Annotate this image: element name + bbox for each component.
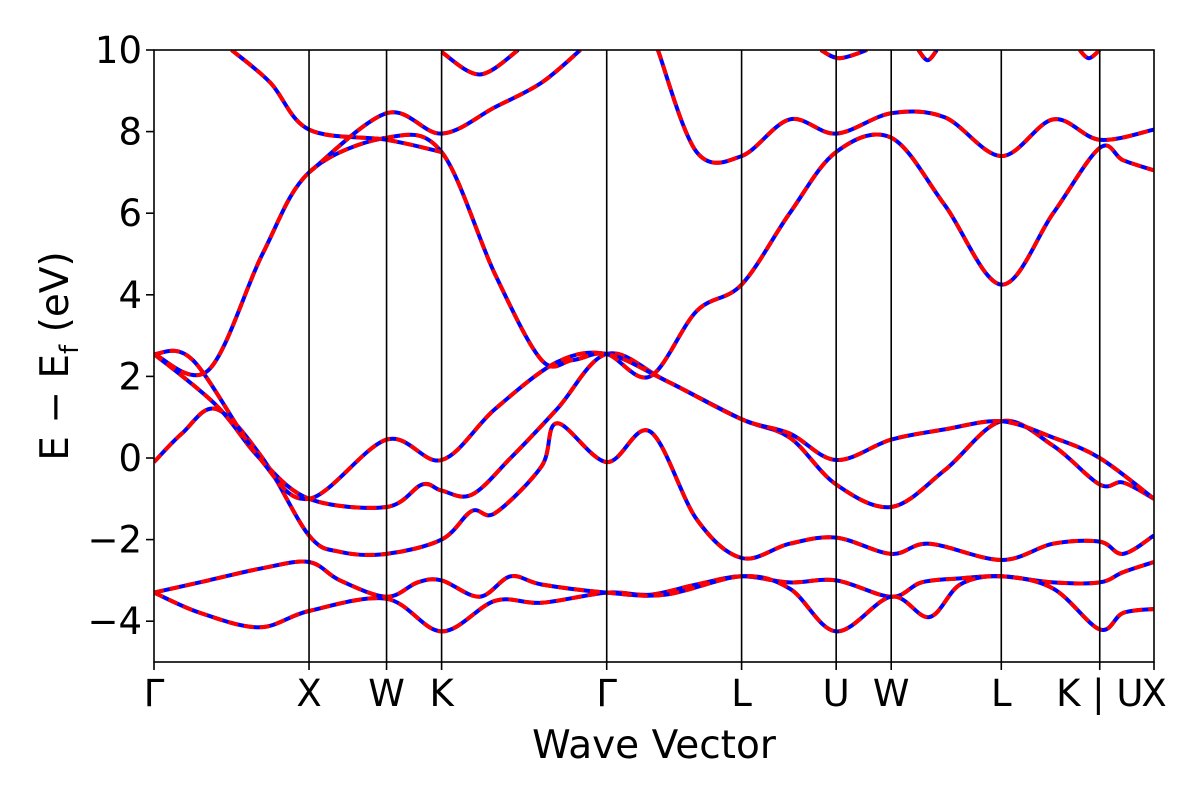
high-symmetry-lines [308,50,1101,662]
x-tick-label: Γ [596,672,617,715]
band-line-overlay-2 [154,559,1154,634]
band-line-overlay-8 [307,50,582,174]
x-tick-label: K [429,672,455,715]
band-line-6 [154,132,1154,380]
x-tick-label: L [731,672,752,715]
y-tick-label: 8 [118,111,142,154]
band-line-overlay-12 [916,50,939,63]
band-line-overlay-13 [1078,50,1102,61]
band-line-overlay-3 [154,406,1154,563]
y-tick-label: 4 [118,274,142,317]
band-line-9 [440,50,520,77]
x-tick-label: W [873,672,910,715]
y-tick-label: 6 [118,192,142,235]
y-tick-label: 2 [118,355,142,398]
y-tick-label: −4 [87,600,142,643]
x-tick-label: Γ [144,672,165,715]
band-line-overlay-5 [154,348,1154,501]
band-line-overlay-10 [656,50,1154,165]
x-tick-label: L [991,672,1012,715]
band-line-overlay-9 [440,50,520,77]
x-tick-label: X [1141,672,1166,715]
y-tick-label: −2 [87,519,142,562]
x-tick-label: U [823,672,850,715]
y-axis-label-prefix: E − E [33,354,78,461]
x-tick-label: X [296,672,321,715]
y-axis-label-subscript: f [55,344,85,354]
y-tick-label: 0 [118,437,142,480]
y-axis-label: E − Ef (eV) [33,251,85,460]
band-line-overlay-6 [154,132,1154,380]
band-line-10 [656,50,1154,165]
x-axis-label: Wave Vector [532,723,777,768]
x-tick-label: K | U [1056,672,1143,715]
plot-frame [153,49,1155,663]
band-lines [154,50,1154,634]
y-axis-ticks: 10 8 6 4 2 0 −2 −4 [87,29,154,643]
y-tick-label: 10 [95,29,142,72]
band-line-overlay-4 [154,351,1154,510]
x-tick-label: W [368,672,405,715]
band-line-3 [154,406,1154,562]
band-line-overlay-11 [819,50,868,61]
y-axis-label-suffix: (eV) [33,251,78,345]
